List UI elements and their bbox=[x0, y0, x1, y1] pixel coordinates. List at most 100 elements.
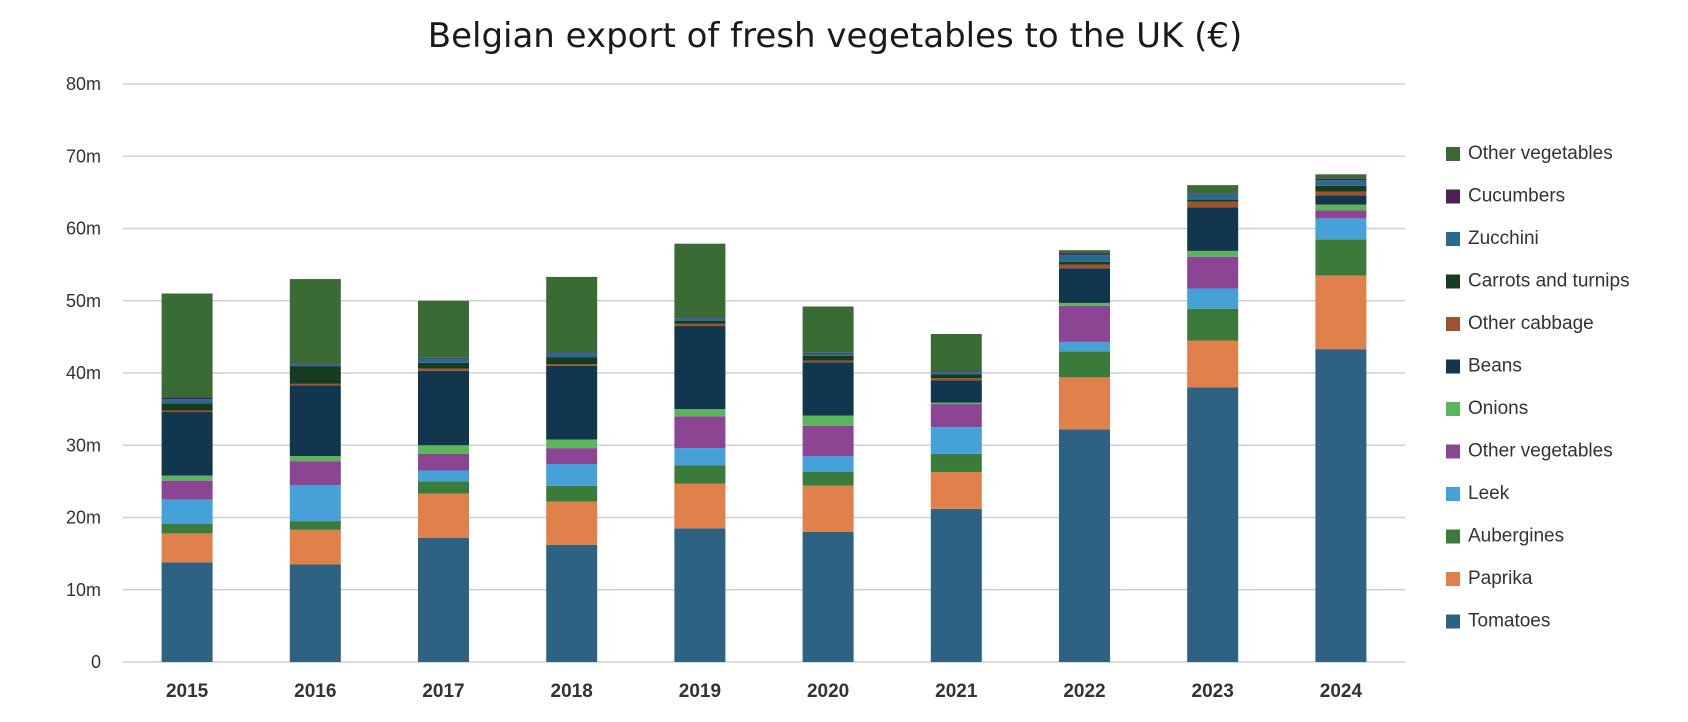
legend-swatch bbox=[1446, 444, 1460, 459]
bar-segment-2020-8 bbox=[802, 355, 854, 361]
y-tick-label: 80m bbox=[66, 74, 101, 94]
legend-item: Other vegetables bbox=[1446, 143, 1613, 164]
bar-stack-2021 bbox=[930, 333, 982, 662]
bar-segment-2018-0 bbox=[546, 544, 598, 662]
bar-segment-2022-6 bbox=[1059, 268, 1110, 303]
bar-segment-2023-9 bbox=[1187, 193, 1239, 200]
y-tick-label: 10m bbox=[66, 580, 101, 600]
bar-segment-2023-10 bbox=[1187, 193, 1239, 194]
y-axis-ticks: 0 10m 20m 30m 40m 50m 60m 70m 80m bbox=[66, 74, 101, 672]
bar-segment-2022-10 bbox=[1059, 253, 1110, 255]
x-tick-label: 2022 bbox=[1063, 681, 1105, 702]
bar-stack-2024 bbox=[1315, 174, 1367, 662]
legend-item: Other vegetables bbox=[1446, 441, 1613, 462]
x-tick-label: 2017 bbox=[422, 681, 464, 702]
bar-segment-2024-6 bbox=[1315, 195, 1367, 205]
bar-segment-2015-7 bbox=[161, 410, 213, 413]
bar-segment-2022-8 bbox=[1059, 261, 1110, 265]
bar-segment-2017-0 bbox=[418, 537, 469, 662]
bar-segment-2018-6 bbox=[546, 365, 598, 440]
bar-segment-2018-3 bbox=[546, 464, 598, 486]
bar-segment-2015-3 bbox=[161, 499, 213, 525]
x-tick-label: 2015 bbox=[166, 681, 209, 702]
bar-segment-2018-1 bbox=[546, 501, 598, 545]
bar-segment-2015-6 bbox=[161, 412, 213, 476]
bar-segment-2023-0 bbox=[1187, 387, 1239, 662]
legend-swatch bbox=[1446, 317, 1460, 331]
bar-segment-2023-6 bbox=[1187, 207, 1239, 251]
bars bbox=[161, 174, 1367, 662]
legend-item: Cucumbers bbox=[1446, 186, 1565, 207]
bar-stack-2017 bbox=[418, 300, 469, 662]
x-tick-label: 2016 bbox=[294, 681, 336, 702]
bar-segment-2016-4 bbox=[289, 461, 341, 485]
bar-segment-2016-3 bbox=[289, 484, 341, 522]
bar-segment-2020-6 bbox=[802, 362, 854, 416]
bar-segment-2022-2 bbox=[1059, 351, 1110, 378]
x-tick-label: 2021 bbox=[935, 681, 978, 702]
x-tick-label: 2018 bbox=[551, 681, 593, 702]
legend-item: Beans bbox=[1446, 356, 1522, 377]
bar-segment-2020-0 bbox=[802, 531, 854, 662]
bar-segment-2023-3 bbox=[1187, 288, 1239, 309]
bar-segment-2024-0 bbox=[1315, 349, 1367, 662]
bar-segment-2021-8 bbox=[930, 374, 982, 379]
bar-segment-2018-8 bbox=[546, 357, 598, 365]
bar-segment-2019-3 bbox=[674, 448, 726, 466]
bar-stack-2016 bbox=[289, 279, 341, 662]
legend-label: Other cabbage bbox=[1468, 313, 1594, 334]
legend-label: Beans bbox=[1468, 356, 1522, 377]
bar-segment-2016-9 bbox=[289, 364, 341, 367]
bar-segment-2021-3 bbox=[930, 427, 982, 454]
bar-segment-2019-0 bbox=[674, 528, 726, 662]
bar-segment-2018-7 bbox=[546, 364, 598, 366]
bar-segment-2015-10 bbox=[161, 397, 213, 400]
legend-swatch bbox=[1446, 614, 1460, 629]
bar-segment-2024-8 bbox=[1315, 185, 1367, 192]
legend-item: Aubergines bbox=[1446, 526, 1564, 547]
bar-stack-2020 bbox=[802, 306, 854, 662]
bar-segment-2020-4 bbox=[802, 425, 854, 457]
bar-segment-2019-6 bbox=[674, 326, 726, 410]
legend-swatch bbox=[1446, 359, 1460, 374]
chart-title: Belgian export of fresh vegetables to th… bbox=[428, 16, 1243, 56]
bar-segment-2022-1 bbox=[1059, 377, 1110, 430]
legend-label: Other vegetables bbox=[1468, 143, 1613, 164]
legend-swatch bbox=[1446, 274, 1460, 289]
legend-item: Onions bbox=[1446, 398, 1528, 419]
bar-segment-2020-1 bbox=[802, 485, 854, 532]
bar-segment-2018-11 bbox=[546, 276, 598, 353]
x-tick-label: 2019 bbox=[679, 681, 721, 702]
bar-segment-2015-4 bbox=[161, 480, 213, 500]
legend-label: Zucchini bbox=[1468, 228, 1539, 249]
bar-segment-2019-2 bbox=[674, 465, 726, 484]
legend-label: Cucumbers bbox=[1468, 186, 1565, 207]
legend-swatch bbox=[1446, 147, 1460, 161]
bar-stack-2019 bbox=[674, 243, 726, 662]
bar-segment-2015-0 bbox=[161, 562, 213, 662]
legend-item: Other cabbage bbox=[1446, 313, 1594, 334]
y-tick-label: 60m bbox=[66, 219, 101, 239]
x-tick-label: 2023 bbox=[1192, 681, 1234, 702]
bar-segment-2021-11 bbox=[930, 333, 982, 372]
bar-stack-2018 bbox=[546, 276, 598, 662]
y-tick-label: 70m bbox=[66, 146, 101, 166]
bar-segment-2015-9 bbox=[161, 399, 213, 404]
bar-segment-2021-2 bbox=[930, 453, 982, 472]
y-tick-label: 40m bbox=[66, 363, 101, 383]
bar-segment-2024-4 bbox=[1315, 210, 1367, 219]
bar-segment-2019-11 bbox=[674, 243, 726, 318]
bar-segment-2024-11 bbox=[1315, 174, 1367, 179]
bar-segment-2024-5 bbox=[1315, 204, 1367, 211]
bar-segment-2017-4 bbox=[418, 453, 469, 471]
bar-segment-2017-10 bbox=[418, 357, 469, 359]
bar-segment-2021-1 bbox=[930, 471, 982, 509]
bar-segment-2016-10 bbox=[289, 363, 341, 365]
bar-segment-2020-5 bbox=[802, 415, 854, 426]
bar-segment-2024-2 bbox=[1315, 239, 1367, 276]
bar-segment-2023-8 bbox=[1187, 199, 1239, 202]
bar-segment-2017-7 bbox=[418, 368, 469, 371]
bar-segment-2021-10 bbox=[930, 371, 982, 373]
bar-segment-2017-6 bbox=[418, 370, 469, 446]
legend-item: Paprika bbox=[1446, 568, 1533, 589]
